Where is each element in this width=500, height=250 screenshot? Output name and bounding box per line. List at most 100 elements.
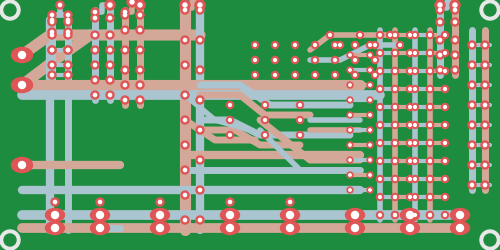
Circle shape — [436, 66, 444, 74]
Circle shape — [272, 56, 278, 64]
Circle shape — [392, 212, 398, 218]
Circle shape — [392, 140, 398, 146]
Ellipse shape — [220, 222, 240, 234]
Circle shape — [196, 6, 204, 14]
Circle shape — [438, 68, 442, 71]
Circle shape — [426, 140, 434, 146]
Circle shape — [428, 178, 432, 180]
Circle shape — [121, 46, 129, 54]
Circle shape — [378, 124, 382, 126]
Circle shape — [196, 36, 204, 44]
Circle shape — [96, 224, 103, 232]
Circle shape — [428, 70, 432, 72]
Circle shape — [105, 0, 115, 10]
Circle shape — [470, 184, 474, 186]
Circle shape — [428, 106, 432, 108]
Circle shape — [52, 212, 59, 218]
Circle shape — [228, 134, 232, 136]
Circle shape — [392, 86, 398, 92]
Circle shape — [91, 46, 99, 54]
Circle shape — [18, 52, 26, 59]
Circle shape — [347, 82, 353, 88]
Circle shape — [408, 178, 412, 180]
Circle shape — [484, 144, 486, 146]
Ellipse shape — [150, 222, 170, 234]
Circle shape — [376, 194, 384, 200]
Circle shape — [50, 48, 53, 51]
Circle shape — [444, 160, 446, 162]
Circle shape — [408, 124, 412, 126]
Circle shape — [198, 38, 202, 42]
Circle shape — [127, 0, 137, 7]
Circle shape — [444, 196, 446, 198]
Ellipse shape — [220, 208, 240, 222]
Circle shape — [394, 178, 396, 180]
Ellipse shape — [46, 208, 64, 222]
Circle shape — [454, 54, 456, 56]
Circle shape — [138, 48, 141, 51]
Circle shape — [196, 96, 204, 104]
Circle shape — [349, 99, 351, 101]
Ellipse shape — [346, 208, 364, 222]
Circle shape — [442, 194, 448, 200]
Circle shape — [412, 104, 418, 110]
Circle shape — [392, 32, 398, 38]
Circle shape — [412, 122, 418, 128]
Circle shape — [18, 82, 26, 88]
Circle shape — [408, 88, 412, 90]
Ellipse shape — [400, 222, 419, 234]
Circle shape — [392, 50, 398, 56]
Circle shape — [406, 176, 414, 182]
Circle shape — [392, 68, 398, 74]
Circle shape — [392, 176, 398, 182]
Circle shape — [184, 94, 186, 96]
Circle shape — [408, 52, 412, 54]
Circle shape — [369, 114, 371, 116]
Circle shape — [426, 140, 434, 146]
Circle shape — [198, 8, 202, 12]
Circle shape — [196, 216, 204, 224]
Circle shape — [138, 68, 141, 71]
Circle shape — [91, 61, 99, 69]
Circle shape — [428, 214, 432, 216]
Circle shape — [352, 212, 358, 218]
Circle shape — [484, 64, 486, 66]
Circle shape — [369, 54, 371, 56]
Circle shape — [426, 50, 434, 56]
Circle shape — [408, 70, 412, 72]
Circle shape — [124, 84, 126, 86]
Circle shape — [181, 91, 189, 99]
Circle shape — [196, 126, 204, 134]
Circle shape — [334, 58, 336, 61]
Circle shape — [314, 58, 316, 61]
Circle shape — [347, 97, 353, 103]
Circle shape — [412, 68, 418, 74]
Circle shape — [481, 101, 489, 109]
Circle shape — [48, 71, 56, 79]
Circle shape — [414, 214, 416, 216]
Circle shape — [436, 51, 444, 59]
Circle shape — [121, 26, 129, 34]
Circle shape — [136, 66, 144, 74]
Circle shape — [408, 34, 412, 36]
Circle shape — [328, 34, 332, 36]
Circle shape — [426, 104, 434, 110]
Circle shape — [376, 158, 384, 164]
Circle shape — [406, 140, 414, 146]
Circle shape — [468, 121, 476, 129]
Circle shape — [428, 70, 432, 72]
Circle shape — [124, 98, 126, 102]
Circle shape — [470, 144, 474, 146]
Circle shape — [444, 106, 446, 108]
Circle shape — [181, 36, 189, 44]
Circle shape — [347, 67, 353, 73]
Circle shape — [444, 52, 446, 54]
Circle shape — [106, 76, 114, 84]
Circle shape — [66, 18, 70, 22]
Circle shape — [367, 127, 373, 133]
Circle shape — [481, 61, 489, 69]
Circle shape — [66, 30, 70, 34]
Circle shape — [349, 174, 351, 176]
Circle shape — [426, 86, 434, 92]
Circle shape — [124, 14, 126, 16]
